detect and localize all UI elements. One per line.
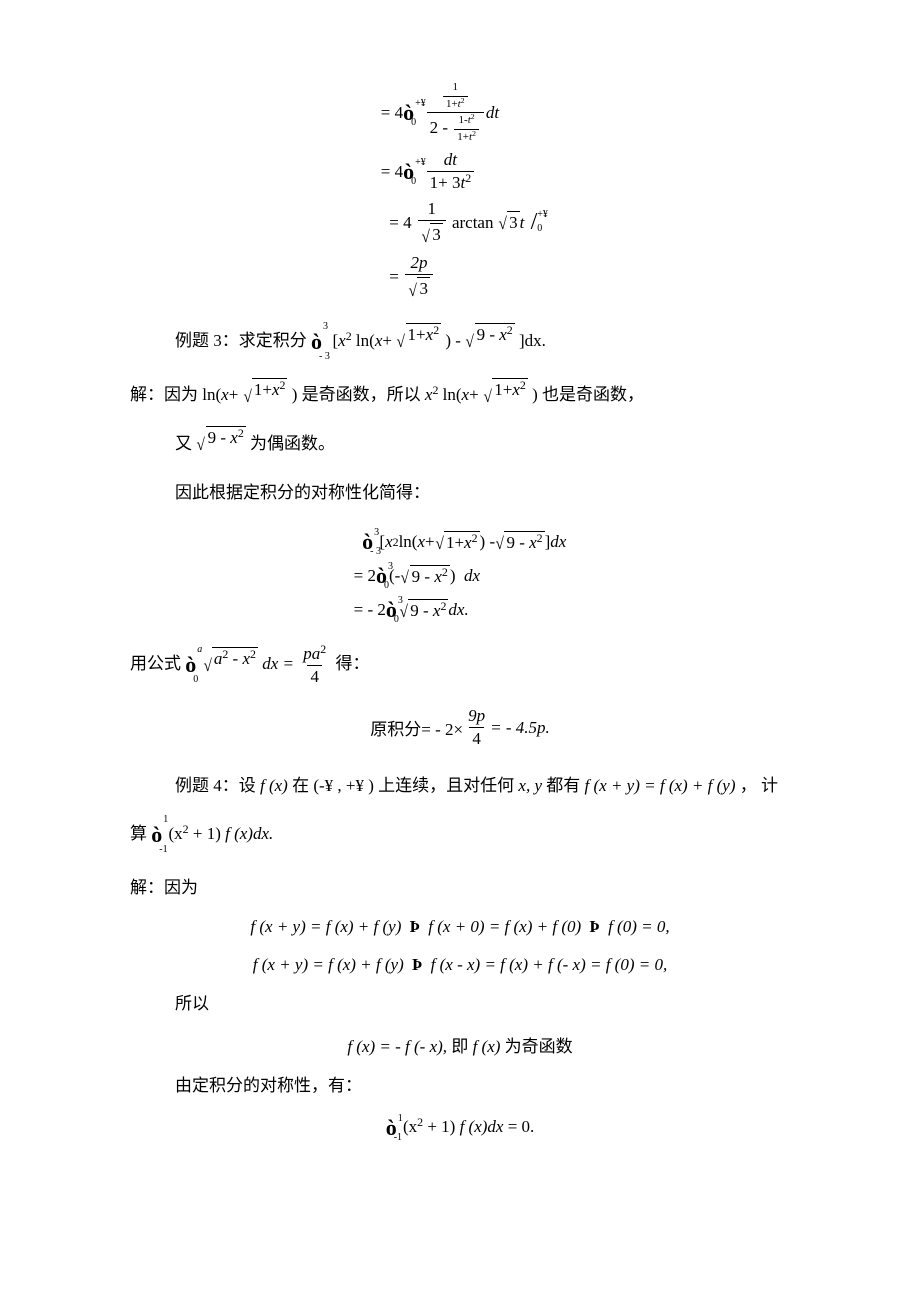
example-4-title: 例题 4：设 f (x) 在 (-¥ , +¥ ) 上连续，且对任何 x, y … — [130, 766, 790, 807]
example-3-simplify-block: ò3- 3 [x2 ln(x+ √1+x2 ) - √9 - x2 ]dx = … — [130, 521, 790, 631]
derivation-block-top: = 4 ò +¥ 0 1 1+t2 2 - 1-t2 1+t2 — [130, 74, 790, 308]
implies-icon: Þ — [589, 917, 599, 936]
example-4-so: 所以 — [130, 985, 790, 1022]
example-4-title-cont: 算 ò1-1 (x2 + 1) f (x)dx. — [130, 811, 790, 859]
example-4-final: ò1-1 (x2 + 1) f (x)dx = 0. — [130, 1115, 790, 1141]
example-4-by-sym: 由定积分的对称性，有： — [130, 1067, 790, 1104]
example-4-deriv2: f (x + y) = f (x) + f (y) Þ f (x - x) = … — [130, 955, 790, 975]
eq-line-2: = 4 ò +¥ 0 dt 1+ 3t2 — [381, 151, 539, 192]
eq-line-1: = 4 ò +¥ 0 1 1+t2 2 - 1-t2 1+t2 — [381, 82, 539, 143]
eq-line-4: = 2p √3 — [381, 254, 539, 300]
example-3-symmetry-text: 因此根据定积分的对称性化简得： — [130, 474, 790, 511]
example-3-solution-line1: 解：因为 ln(x+ √1+x2 ) 是奇函数，所以 x2 ln(x+ √1+x… — [130, 376, 790, 415]
implies-icon: Þ — [412, 955, 422, 974]
example-3-title: 例题 3：求定积分 ò3- 3 [x2 ln(x+ √1+x2 ) - √9 -… — [130, 318, 790, 366]
evaluation-bar: /+¥0 — [531, 209, 538, 236]
example-4-odd: f (x) = - f (- x), 即 f (x) 为奇函数 — [130, 1032, 790, 1057]
example-4-deriv1: f (x + y) = f (x) + f (y) Þ f (x + 0) = … — [130, 917, 790, 937]
example-3-formula: 用公式 òa0 √a2 - x2 dx = pa2 4 得： — [130, 641, 790, 689]
example-4-solution-start: 解：因为 — [130, 869, 790, 906]
example-3-even-line: 又 √9 - x2 为偶函数。 — [130, 425, 790, 464]
integral-sign: ò +¥ 0 — [403, 100, 414, 126]
example-3-result: 原积分= - 2× 9p 4 = - 4.5p. — [130, 699, 790, 756]
eq-line-3: = 4 1 √3 arctan √3t /+¥0 — [381, 200, 539, 246]
implies-icon: Þ — [410, 917, 420, 936]
